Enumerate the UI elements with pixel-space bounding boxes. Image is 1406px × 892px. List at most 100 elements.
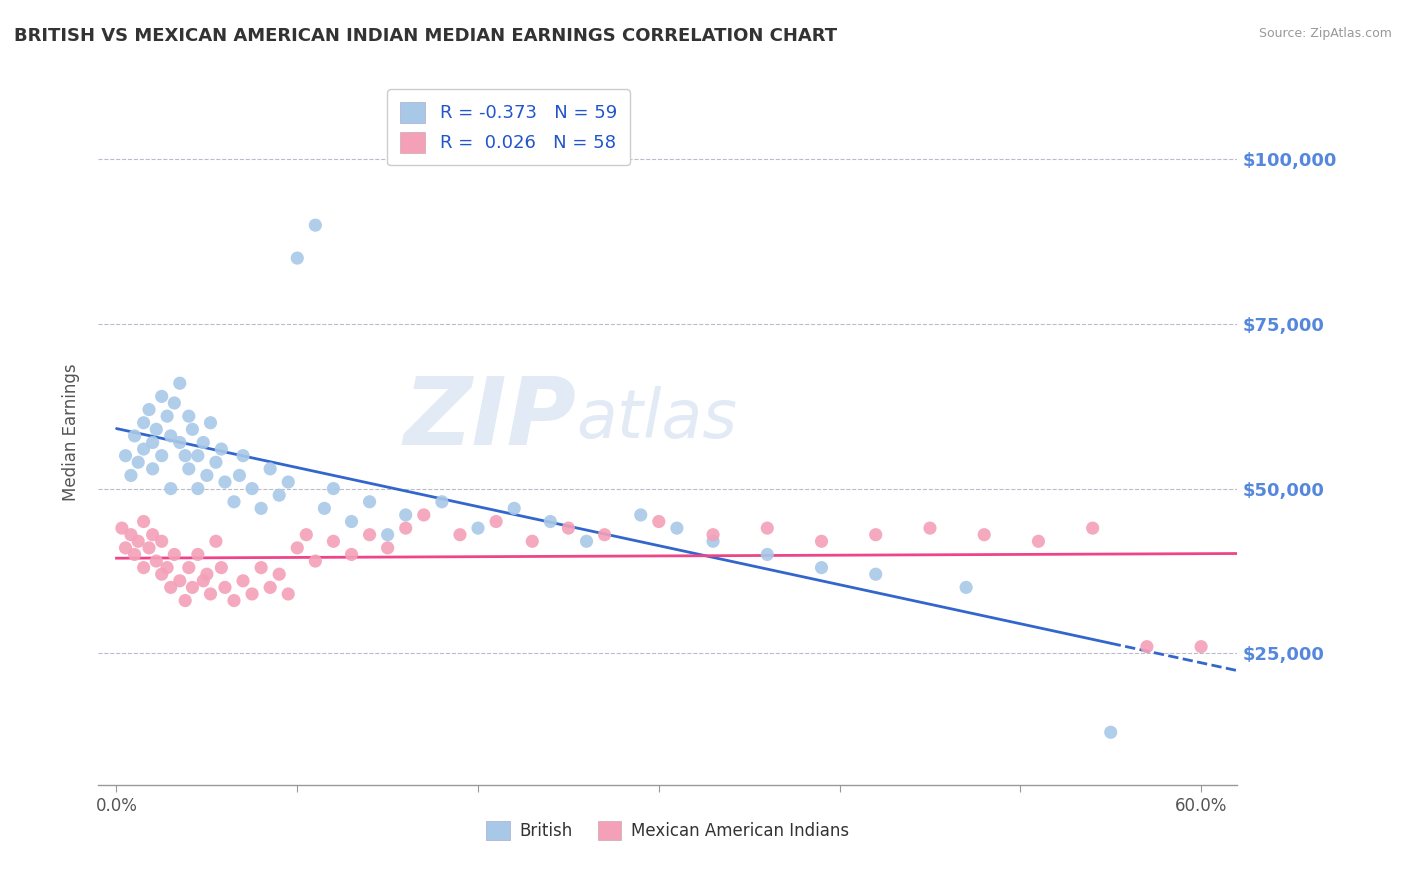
Point: [195, 468, 218, 483]
Point: [163, 548, 186, 562]
Point: [285, 541, 308, 555]
Point: [522, 534, 544, 549]
Point: [359, 527, 381, 541]
Point: [377, 527, 399, 541]
Point: [810, 534, 832, 549]
Point: [169, 435, 191, 450]
Point: [359, 495, 381, 509]
Point: [195, 567, 218, 582]
Point: [150, 567, 173, 582]
Point: [467, 521, 489, 535]
Point: [174, 593, 197, 607]
Point: [205, 534, 228, 549]
Point: [1028, 534, 1050, 549]
Point: [865, 567, 887, 582]
Point: [756, 521, 779, 535]
Point: [142, 462, 165, 476]
Point: [209, 442, 232, 456]
Point: [232, 449, 254, 463]
Point: [145, 554, 167, 568]
Point: [120, 527, 142, 541]
Point: [169, 574, 191, 588]
Point: [132, 442, 155, 456]
Point: [277, 475, 299, 489]
Point: [127, 455, 149, 469]
Point: [304, 554, 326, 568]
Point: [449, 527, 471, 541]
Point: [648, 515, 671, 529]
Point: [412, 508, 434, 522]
Point: [955, 581, 977, 595]
Point: [120, 468, 142, 483]
Text: Source: ZipAtlas.com: Source: ZipAtlas.com: [1258, 27, 1392, 40]
Point: [132, 416, 155, 430]
Point: [187, 548, 209, 562]
Point: [810, 560, 832, 574]
Point: [1099, 725, 1122, 739]
Point: [205, 455, 228, 469]
Point: [1136, 640, 1159, 654]
Point: [177, 560, 200, 574]
Point: [214, 581, 236, 595]
Point: [702, 534, 724, 549]
Point: [259, 462, 281, 476]
Point: [630, 508, 652, 522]
Point: [187, 449, 209, 463]
Point: [269, 488, 291, 502]
Point: [177, 462, 200, 476]
Point: [138, 541, 160, 555]
Point: [114, 541, 136, 555]
Y-axis label: Median Earnings: Median Earnings: [62, 364, 80, 501]
Point: [124, 429, 146, 443]
Point: [222, 495, 245, 509]
Point: [304, 218, 326, 232]
Point: [295, 527, 318, 541]
Point: [240, 482, 263, 496]
Point: [187, 482, 209, 496]
Point: [163, 396, 186, 410]
Point: [340, 515, 363, 529]
Point: [485, 515, 508, 529]
Point: [214, 475, 236, 489]
Point: [200, 416, 222, 430]
Point: [142, 435, 165, 450]
Text: ZIP: ZIP: [404, 373, 576, 465]
Point: [200, 587, 222, 601]
Point: [250, 560, 273, 574]
Point: [132, 515, 155, 529]
Point: [159, 581, 181, 595]
Point: [593, 527, 616, 541]
Point: [111, 521, 134, 535]
Point: [222, 593, 245, 607]
Point: [150, 389, 173, 403]
Point: [322, 534, 344, 549]
Point: [395, 521, 418, 535]
Point: [557, 521, 579, 535]
Point: [145, 422, 167, 436]
Point: [159, 429, 181, 443]
Point: [538, 515, 561, 529]
Point: [174, 449, 197, 463]
Point: [228, 468, 250, 483]
Point: [150, 449, 173, 463]
Point: [114, 449, 136, 463]
Point: [430, 495, 453, 509]
Point: [177, 409, 200, 424]
Point: [1081, 521, 1104, 535]
Point: [150, 534, 173, 549]
Point: [240, 587, 263, 601]
Point: [377, 541, 399, 555]
Point: [181, 422, 204, 436]
Point: [193, 435, 215, 450]
Point: [156, 560, 179, 574]
Point: [132, 560, 155, 574]
Legend: British, Mexican American Indians: British, Mexican American Indians: [479, 814, 856, 847]
Point: [169, 376, 191, 391]
Text: atlas: atlas: [576, 385, 738, 451]
Point: [1189, 640, 1212, 654]
Point: [756, 548, 779, 562]
Point: [209, 560, 232, 574]
Point: [193, 574, 215, 588]
Point: [285, 251, 308, 265]
Point: [665, 521, 688, 535]
